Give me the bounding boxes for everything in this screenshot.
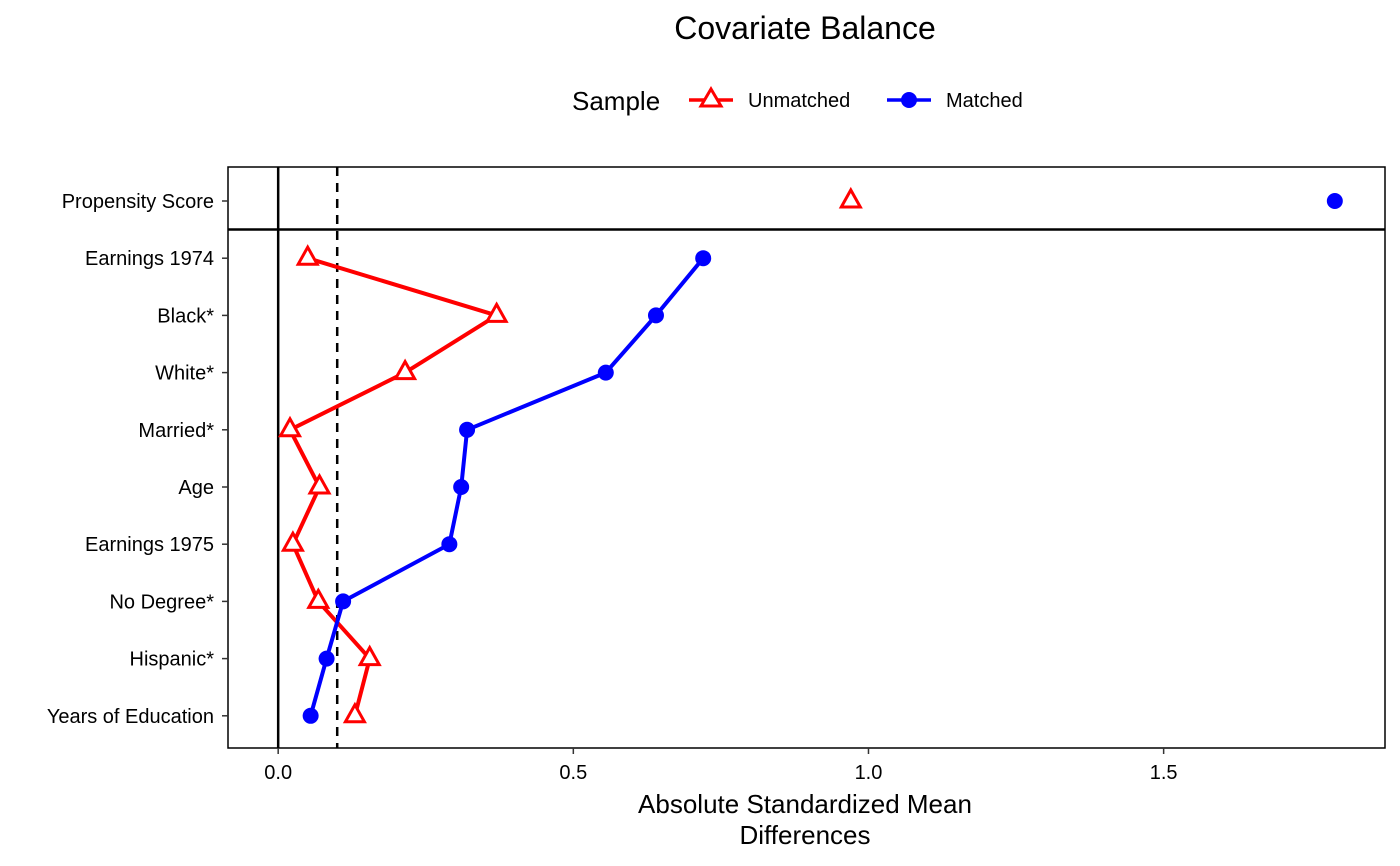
- legend-entry-unmatched: Unmatched: [689, 86, 850, 112]
- point-unmatched-white: [393, 358, 418, 381]
- x-axis-title-line-1: Absolute Standardized Mean: [638, 789, 972, 819]
- y-tick-label-married: Married*: [138, 420, 214, 442]
- point-unmatched-hispanic: [357, 644, 382, 667]
- point-unmatched-earnings-1975: [280, 530, 305, 552]
- y-tick-label-earnings-1974: Earnings 1974: [85, 248, 214, 270]
- x-tick-label-2: 1.0: [855, 762, 883, 784]
- x-axis-title-line-2: Differences: [739, 820, 870, 850]
- point-unmatched-propensity-score: [838, 186, 863, 209]
- point-matched-hispanic: [318, 650, 335, 667]
- chart-title: Covariate Balance: [674, 10, 935, 46]
- y-tick-label-earnings-1975: Earnings 1975: [85, 534, 214, 556]
- x-tick-label-1: 0.5: [559, 762, 587, 784]
- y-tick-label-years-of-education: Years of Education: [47, 706, 214, 728]
- y-tick-label-white: White*: [155, 363, 214, 385]
- y-tick-label-propensity-score: Propensity Score: [62, 191, 214, 213]
- y-tick-label-black: Black*: [157, 305, 214, 327]
- point-unmatched-no-degree: [306, 587, 331, 609]
- x-tick-label-3: 1.5: [1150, 762, 1178, 784]
- x-tick-label-0: 0.0: [264, 762, 292, 784]
- y-tick-label-hispanic: Hispanic*: [130, 649, 215, 671]
- y-tick-label-no-degree: No Degree*: [109, 591, 214, 613]
- point-unmatched-years-of-education: [342, 701, 367, 724]
- legend-entry-matched: Matched: [887, 90, 1023, 112]
- point-matched-black: [647, 307, 664, 324]
- point-matched-no-degree: [335, 593, 352, 610]
- plot-panel-border: [227, 166, 1386, 749]
- legend-marker-matched: [901, 92, 917, 108]
- point-matched-age: [453, 479, 470, 495]
- legend-title: Sample: [572, 86, 660, 116]
- point-unmatched-earnings-1974: [295, 244, 320, 266]
- point-unmatched-age: [307, 472, 332, 495]
- point-matched-earnings-1974: [695, 250, 712, 267]
- point-unmatched-married: [277, 415, 303, 438]
- legend-label-unmatched: Unmatched: [748, 90, 850, 112]
- point-matched-propensity-score: [1326, 193, 1343, 209]
- legend-marker-unmatched: [698, 86, 724, 108]
- point-matched-years-of-education: [302, 707, 319, 724]
- point-matched-white: [597, 364, 614, 381]
- y-tick-label-age: Age: [178, 477, 214, 499]
- legend: Sample Unmatched Matched: [572, 86, 1023, 116]
- point-matched-married: [459, 421, 476, 438]
- legend-label-matched: Matched: [946, 90, 1023, 112]
- point-unmatched-black: [484, 301, 509, 323]
- plot-area: Propensity Score Earnings 1974 Black* White…: [47, 166, 1386, 784]
- point-matched-earnings-1975: [441, 536, 458, 553]
